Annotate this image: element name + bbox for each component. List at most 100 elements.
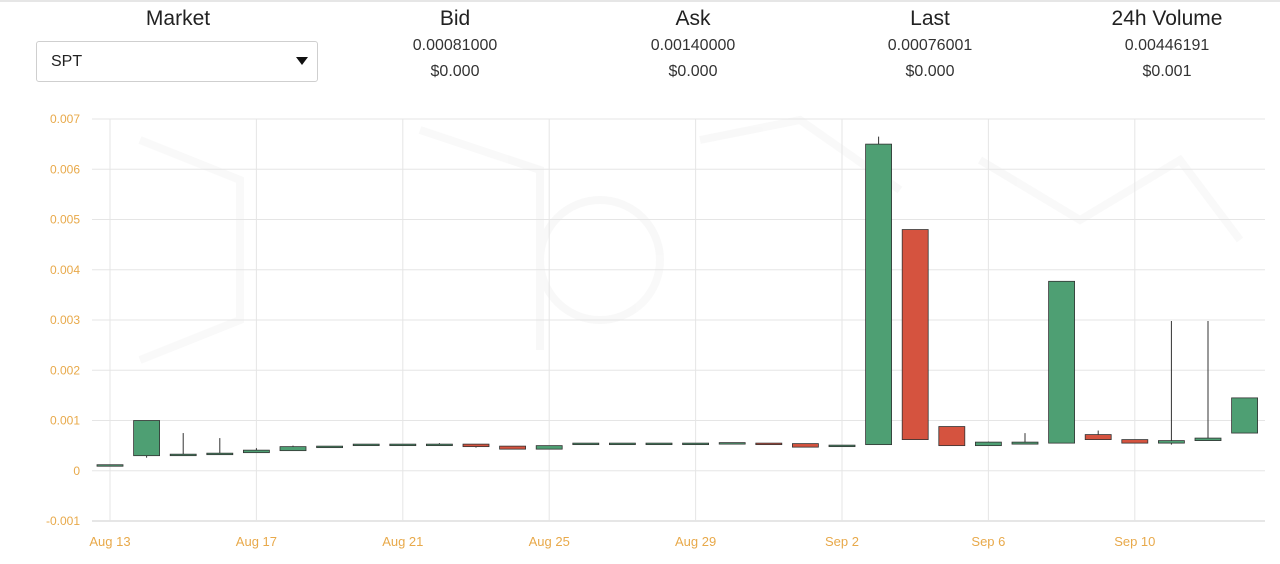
x-tick-label: Aug 17 — [236, 534, 277, 549]
market-select-value: SPT — [51, 53, 83, 70]
candle-body — [1011, 441, 1039, 445]
candle[interactable] — [242, 448, 270, 454]
bid-usd-value: $0.000 — [430, 63, 480, 80]
candle-body — [755, 442, 783, 446]
candle[interactable] — [206, 438, 234, 456]
y-tick-label: 0.003 — [50, 313, 80, 327]
candle[interactable] — [1121, 439, 1149, 444]
candle-body — [1084, 434, 1112, 440]
candle-body — [389, 443, 417, 447]
candle-body — [865, 143, 892, 446]
market-select[interactable]: SPT — [36, 41, 318, 82]
ask-value: 0.00140000 — [650, 37, 736, 54]
last-column: Last 0.00076001 $0.000 — [830, 6, 1030, 83]
candle[interactable] — [901, 229, 929, 440]
candle-body — [535, 445, 563, 450]
candle-body — [975, 441, 1002, 447]
x-tick-label: Sep 2 — [825, 534, 859, 549]
y-tick-label: 0.002 — [50, 363, 80, 377]
candle[interactable] — [169, 433, 197, 457]
candle-body — [938, 426, 966, 447]
market-column: Market — [36, 6, 320, 32]
volume-usd-value: $0.001 — [1142, 63, 1192, 80]
candle[interactable] — [1231, 397, 1258, 434]
y-tick-label: 0.005 — [50, 213, 80, 227]
candle-body — [242, 449, 270, 454]
candle[interactable] — [645, 442, 673, 446]
volume-title: 24h Volume — [1111, 7, 1223, 30]
candles — [96, 136, 1258, 467]
candle[interactable] — [1048, 280, 1075, 444]
candle[interactable] — [572, 442, 600, 446]
candle[interactable] — [1158, 321, 1185, 445]
bid-value: 0.00081000 — [412, 37, 498, 54]
candle[interactable] — [938, 426, 966, 447]
candle-body — [1158, 440, 1185, 444]
candle[interactable] — [462, 443, 490, 448]
candle-body — [682, 442, 709, 446]
candle[interactable] — [828, 444, 856, 448]
bid-column: Bid 0.00081000 $0.000 — [355, 6, 555, 83]
ask-title: Ask — [675, 7, 711, 30]
x-tick-label: Aug 13 — [89, 534, 130, 549]
candle-body — [279, 446, 307, 452]
y-tick-label: -0.001 — [46, 514, 80, 528]
candle-body — [828, 444, 856, 448]
candle-body — [792, 443, 819, 448]
candle[interactable] — [535, 445, 563, 450]
candle[interactable] — [389, 443, 417, 447]
candle-body — [572, 442, 600, 446]
candle-body — [352, 443, 380, 447]
x-tick-label: Aug 25 — [529, 534, 570, 549]
candle[interactable] — [792, 443, 819, 448]
y-tick-label: 0.004 — [50, 263, 80, 277]
candle[interactable] — [718, 442, 746, 445]
candle-body — [609, 442, 636, 446]
top-divider — [0, 0, 1280, 2]
candle-body — [718, 442, 746, 445]
y-tick-label: 0.007 — [50, 112, 80, 126]
y-axis: 0.007 0.006 0.005 0.004 0.003 0.002 0.001 0 -0.0… — [46, 112, 80, 528]
candle[interactable] — [865, 136, 892, 446]
candle-body — [462, 443, 490, 448]
candle-body — [316, 445, 344, 449]
candle-body — [1231, 397, 1258, 434]
y-tick-label: 0 — [73, 464, 80, 478]
y-tick-label: 0.006 — [50, 162, 80, 176]
candlestick-chart[interactable]: 0.007 0.006 0.005 0.004 0.003 0.002 0.001 0 -0.0… — [0, 100, 1280, 564]
x-tick-label: Sep 10 — [1114, 534, 1155, 549]
candle[interactable] — [133, 420, 161, 458]
last-usd-value: $0.000 — [905, 63, 955, 80]
candle[interactable] — [609, 442, 636, 446]
volume-column: 24h Volume 0.00446191 $0.001 — [1067, 6, 1267, 83]
candle-body — [133, 420, 161, 457]
candle-body — [96, 464, 124, 467]
candle[interactable] — [755, 442, 783, 446]
candle[interactable] — [975, 441, 1002, 447]
candle[interactable] — [1011, 433, 1039, 445]
volume-value: 0.00446191 — [1124, 37, 1210, 54]
ask-usd-value: $0.000 — [668, 63, 718, 80]
candle-body — [1121, 439, 1149, 444]
candle[interactable] — [316, 445, 344, 449]
candle[interactable] — [1194, 321, 1222, 441]
candle[interactable] — [682, 442, 709, 446]
candle-body — [901, 229, 929, 440]
candle[interactable] — [352, 443, 380, 447]
candle[interactable] — [425, 443, 453, 447]
candle[interactable] — [96, 464, 124, 467]
caret-down-icon — [296, 57, 308, 65]
candle[interactable] — [499, 445, 527, 450]
candle-body — [645, 442, 673, 446]
x-axis: Aug 13 Aug 17 Aug 21 Aug 25 Aug 29 Sep 2 Sep 6… — [89, 534, 1155, 549]
chart-grid — [92, 118, 1265, 522]
background-watermark — [138, 115, 1244, 364]
last-value: 0.00076001 — [887, 37, 973, 54]
candle-body — [169, 453, 197, 457]
candle-body — [425, 443, 453, 447]
candle[interactable] — [279, 445, 307, 452]
candle[interactable] — [1084, 430, 1112, 440]
x-tick-label: Sep 6 — [971, 534, 1005, 549]
y-tick-label: 0.001 — [50, 414, 80, 428]
x-tick-label: Aug 21 — [382, 534, 423, 549]
